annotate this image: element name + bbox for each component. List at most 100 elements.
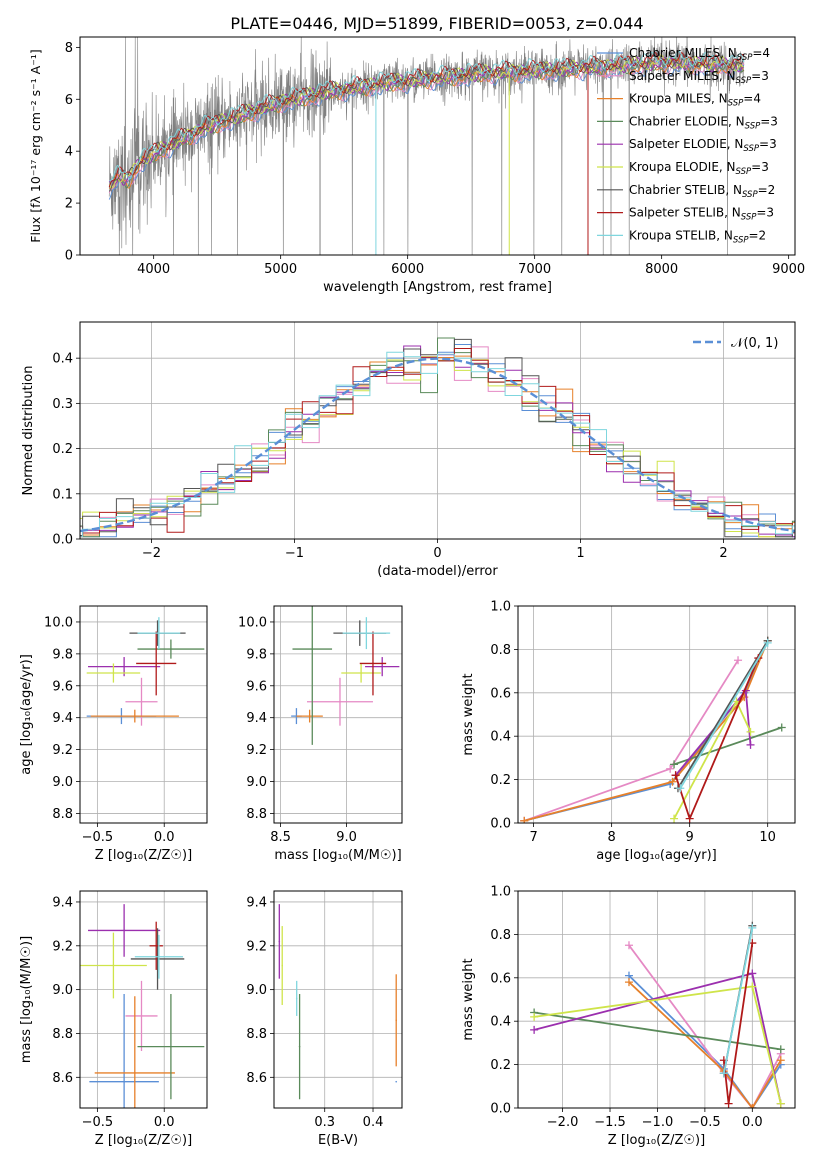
- x-tick-label: 0.0: [154, 1115, 175, 1130]
- data-point: [395, 1019, 398, 1022]
- legend-label: Chabrier MILES, NSSP=4: [629, 46, 770, 63]
- plot-overlay: −0.5 0.0 8.6 8.8 9.0 9.2 9.4 Z [log₁₀(Z/Z☉)] mas…: [19, 890, 208, 1148]
- x-axis-label: Z [log₁₀(Z/Z☉)]: [608, 1133, 705, 1148]
- y-axis-label: mass weight: [461, 673, 476, 755]
- y-tick-label: 9.8: [52, 647, 73, 662]
- plot-spectrum: 4000 5000 6000 7000 8000 9000 0 2 4 6 8 wavelength …: [28, 36, 805, 295]
- x-tick-label: −1.0: [642, 1115, 674, 1130]
- y-tick-label: 0.0: [490, 817, 511, 832]
- weight-marker: [746, 727, 755, 736]
- y-tick-label: 0.4: [490, 1015, 511, 1030]
- weight-marker: [776, 1045, 785, 1054]
- y-axis-label: Normed distribution: [21, 366, 36, 496]
- plots-layer: 4000 5000 6000 7000 8000 9000 0 2 4 6 8 wavelength …: [19, 36, 805, 1148]
- y-tick-label: 0: [65, 249, 73, 264]
- x-tick-label: −0.5: [82, 830, 114, 845]
- x-tick-label: 8: [607, 830, 615, 845]
- data-point: [134, 715, 136, 717]
- y-tick-label: 4: [65, 145, 73, 160]
- axes-frame: [517, 605, 796, 824]
- x-tick-label: 4000: [137, 262, 170, 277]
- x-axis-label: E(B-V): [318, 1133, 358, 1148]
- data-point: [281, 964, 284, 967]
- weight-marker: [668, 777, 677, 786]
- x-tick-label: −2: [142, 546, 161, 561]
- x-tick-label: 9.0: [336, 830, 357, 845]
- y-tick-label: 8.6: [246, 1071, 267, 1086]
- data-point: [295, 997, 298, 1000]
- gaussian-reference-line: [80, 357, 795, 533]
- plot-content: [291, 606, 400, 745]
- axes-frame: [79, 605, 208, 824]
- x-tick-label: 0.3: [314, 1115, 335, 1130]
- x-tick-label: −1.5: [594, 1115, 626, 1130]
- weight-marker: [776, 1099, 785, 1108]
- model-spectrum-line: [109, 58, 745, 190]
- y-tick-label: 9.4: [52, 711, 73, 726]
- y-tick-label: 0.4: [52, 352, 73, 367]
- legend-label: 𝒩(0, 1): [731, 336, 778, 351]
- data-point: [134, 1072, 136, 1074]
- weight-marker: [530, 1012, 539, 1021]
- axes-frame: [273, 890, 403, 1109]
- weight-marker: [624, 941, 633, 950]
- model-spectrum-line: [108, 50, 745, 182]
- model-spectrum-line: [108, 52, 745, 188]
- weight-marker: [746, 740, 755, 749]
- data-point: [311, 648, 314, 650]
- plot-content: [530, 921, 785, 1108]
- plot-residuals: −2 −1 0 1 2 0.0 0.1 0.2 0.3 0.4 (data-model)/error…: [21, 321, 796, 579]
- plot-weight_vs_Z: −2.0 −1.5 −1.0 −0.5 0.0 0.0 0.2 0.4 0.6 0.8 1.0 Z […: [461, 885, 796, 1148]
- weight-marker: [719, 1069, 728, 1078]
- plot-weight_vs_age: 7 8 9 10 0.0 0.2 0.4 0.6 0.8 1.0 age [log₁₀(age/yr…: [461, 600, 796, 863]
- plot-content: [80, 337, 795, 538]
- y-tick-label: 2: [65, 197, 73, 212]
- data-point: [123, 1080, 125, 1083]
- weight-marker: [776, 1056, 785, 1065]
- data-point: [156, 958, 159, 960]
- y-tick-label: 0.6: [490, 971, 511, 986]
- data-point: [155, 944, 157, 947]
- weight-marker: [670, 760, 679, 769]
- y-tick-label: 0.6: [490, 686, 511, 701]
- plot-overlay: −0.5 0.0 8.8 9.0 9.2 9.4 9.6 9.8 10.0 Z [log₁₀(Z/…: [19, 605, 208, 863]
- y-tick-label: 8.6: [52, 1071, 73, 1086]
- y-tick-label: 9.6: [246, 679, 267, 694]
- x-tick-label: 9000: [772, 262, 805, 277]
- data-point: [372, 662, 374, 665]
- y-tick-label: 9.2: [246, 939, 267, 954]
- y-tick-label: 0.2: [490, 1058, 511, 1073]
- x-axis-label: Z [log₁₀(Z/Z☉)]: [95, 848, 192, 863]
- data-point: [395, 1080, 398, 1083]
- weight-series-line: [677, 640, 769, 789]
- plot-overlay: 4000 5000 6000 7000 8000 9000 0 2 4 6 8 wavelength …: [28, 36, 805, 295]
- weight-marker: [734, 656, 743, 665]
- data-point: [123, 929, 125, 932]
- x-tick-label: 0.4: [363, 1115, 384, 1130]
- legend-label: Salpeter STELIB, NSSP=3: [629, 206, 774, 223]
- y-axis-label: age [log₁₀(age/yr)]: [19, 654, 34, 775]
- data-point: [365, 632, 368, 634]
- plot-overlay: 0.3 0.4 8.6 8.8 9.0 9.2 9.4 E(B-V): [246, 890, 403, 1148]
- weight-marker: [676, 784, 685, 793]
- legend-label: Salpeter ELODIE, NSSP=3: [629, 137, 777, 154]
- weight-series-line: [628, 981, 782, 1108]
- legend: Chabrier MILES, NSSP=4 Salpeter MILES, NS…: [597, 46, 778, 245]
- y-tick-label: 1.0: [490, 600, 511, 615]
- y-tick-label: 9.4: [52, 895, 73, 910]
- weight-marker: [530, 1025, 539, 1034]
- x-tick-label: 10: [759, 830, 776, 845]
- weight-marker: [670, 814, 679, 823]
- weight-marker: [520, 816, 529, 823]
- y-tick-label: 0.2: [490, 773, 511, 788]
- y-tick-label: 9.0: [246, 775, 267, 790]
- weight-marker: [763, 638, 772, 647]
- data-point: [278, 940, 281, 943]
- legend: 𝒩(0, 1): [693, 336, 778, 351]
- y-tick-label: 9.4: [246, 711, 267, 726]
- y-tick-label: 9.4: [246, 895, 267, 910]
- x-tick-label: 0: [433, 546, 441, 561]
- x-tick-label: −0.5: [689, 1115, 721, 1130]
- data-point: [170, 1045, 172, 1048]
